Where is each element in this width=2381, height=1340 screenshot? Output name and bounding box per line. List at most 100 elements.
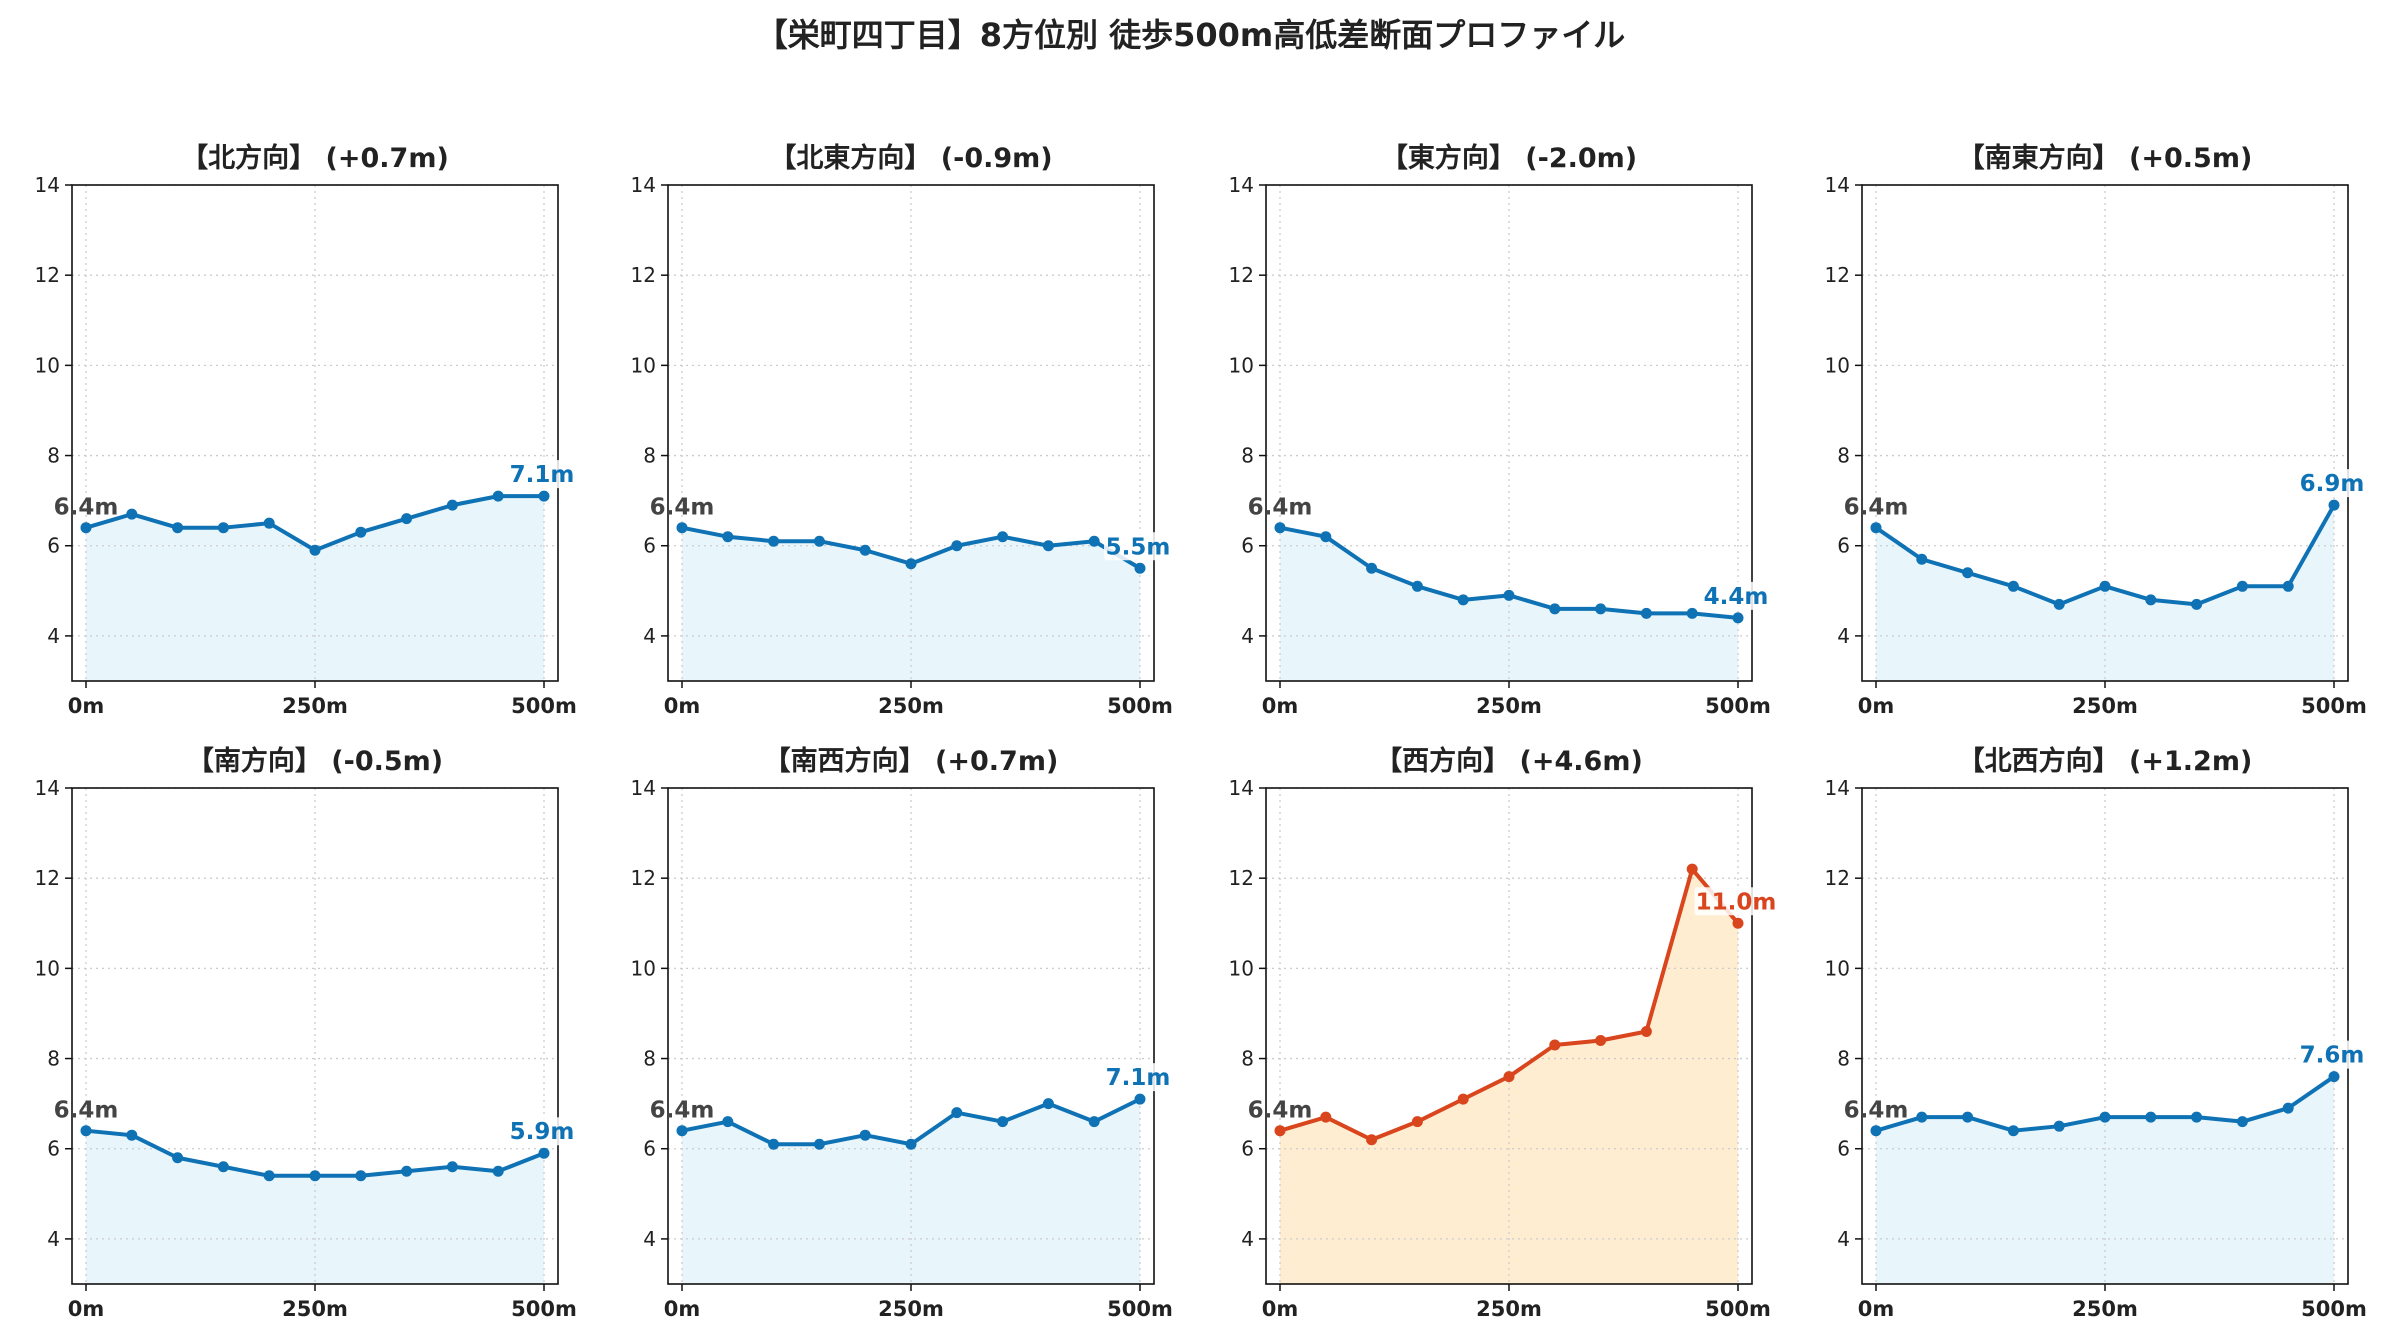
- end-label-background: [1702, 581, 1770, 610]
- y-tick-label: 10: [631, 956, 656, 980]
- y-tick-label: 12: [1229, 866, 1254, 890]
- data-point: [951, 1107, 963, 1119]
- x-tick-label: 250m: [1476, 1297, 1542, 1321]
- data-point: [401, 1165, 413, 1177]
- data-point: [538, 1147, 550, 1159]
- end-label-background: [2298, 469, 2366, 498]
- y-tick-label: 8: [1241, 444, 1254, 468]
- y-tick-label: 6: [1837, 1137, 1850, 1161]
- y-tick-label: 6: [1837, 534, 1850, 558]
- data-point: [1732, 917, 1744, 929]
- x-tick-label: 250m: [2072, 694, 2138, 718]
- data-point: [1088, 535, 1100, 547]
- data-point: [2145, 594, 2157, 606]
- data-point: [1411, 580, 1423, 592]
- y-tick-label: 14: [35, 776, 60, 800]
- y-tick-label: 12: [631, 263, 656, 287]
- data-point: [1870, 522, 1882, 534]
- data-point: [1274, 1125, 1286, 1137]
- y-tick-label: 6: [1241, 1137, 1254, 1161]
- chart-panel-6: 【南西方向】 (+0.7m) 4 6 8 10 12 14 0m 250m 500m 6.4m 7.1…: [631, 745, 1173, 1321]
- data-point: [1686, 863, 1698, 875]
- start-elevation-label: 6.4m: [54, 1098, 119, 1124]
- y-tick-label: 8: [1837, 1047, 1850, 1071]
- x-tick-label: 500m: [1705, 694, 1771, 718]
- y-tick-label: 6: [643, 534, 656, 558]
- data-point: [1503, 589, 1515, 601]
- y-tick-label: 8: [47, 444, 60, 468]
- data-point: [1916, 553, 1928, 565]
- data-point: [263, 517, 275, 529]
- end-elevation-label: 6.9m: [2300, 471, 2365, 497]
- end-label-background: [508, 1117, 576, 1146]
- data-point: [492, 490, 504, 502]
- data-point: [1042, 540, 1054, 552]
- y-tick-label: 12: [1825, 866, 1850, 890]
- elevation-area: [86, 1130, 544, 1284]
- x-tick-label: 500m: [511, 694, 577, 718]
- data-point: [355, 526, 367, 538]
- data-point: [2328, 1071, 2340, 1083]
- data-point: [1640, 607, 1652, 619]
- data-point: [722, 1116, 734, 1128]
- y-tick-label: 4: [643, 1227, 656, 1251]
- y-tick-label: 6: [643, 1137, 656, 1161]
- end-label-background: [1104, 532, 1172, 561]
- y-tick-label: 14: [1825, 173, 1850, 197]
- y-tick-label: 10: [35, 353, 60, 377]
- panel-title: 【北西方向】 (+1.2m): [1958, 745, 2253, 777]
- data-point: [355, 1170, 367, 1182]
- data-point: [1134, 562, 1146, 574]
- end-elevation-label: 5.9m: [510, 1119, 575, 1145]
- end-elevation-label: 7.1m: [510, 462, 575, 488]
- chart-panel-4: 【南東方向】 (+0.5m) 4 6 8 10 12 14 0m 250m 500m 6.4m 6.9…: [1825, 142, 2367, 718]
- end-label-background: [508, 460, 576, 489]
- y-tick-label: 6: [47, 534, 60, 558]
- x-tick-label: 500m: [1107, 694, 1173, 718]
- data-point: [126, 508, 138, 520]
- end-label-background: [2298, 1040, 2366, 1069]
- data-point: [1962, 567, 1974, 579]
- data-point: [2099, 1111, 2111, 1123]
- data-point: [1686, 607, 1698, 619]
- data-point: [2053, 598, 2065, 610]
- x-tick-label: 250m: [282, 1297, 348, 1321]
- elevation-area: [682, 527, 1140, 681]
- x-tick-label: 0m: [1858, 1297, 1895, 1321]
- data-point: [859, 1129, 871, 1141]
- chart-panel-1: 【北方向】 (+0.7m) 4 6 8 10 12 14 0m 250m 500m 6.4m 7.1m: [35, 142, 577, 718]
- data-point: [2099, 580, 2111, 592]
- data-point: [1595, 603, 1607, 615]
- data-point: [2007, 1125, 2019, 1137]
- y-tick-label: 14: [631, 776, 656, 800]
- end-elevation-label: 7.1m: [1106, 1065, 1171, 1091]
- data-point: [1088, 1116, 1100, 1128]
- start-elevation-label: 6.4m: [1844, 495, 1909, 521]
- y-tick-label: 14: [35, 173, 60, 197]
- y-tick-label: 4: [47, 1227, 60, 1251]
- y-tick-label: 10: [35, 956, 60, 980]
- y-tick-label: 10: [1825, 956, 1850, 980]
- data-point: [172, 522, 184, 534]
- data-point: [1870, 1125, 1882, 1137]
- data-point: [1503, 1071, 1515, 1083]
- data-point: [1274, 522, 1286, 534]
- panel-title: 【西方向】 (+4.6m): [1375, 745, 1643, 777]
- panel-title: 【北方向】 (+0.7m): [181, 142, 449, 174]
- data-point: [1457, 594, 1469, 606]
- data-point: [1457, 1093, 1469, 1105]
- panel-title: 【南方向】 (-0.5m): [187, 745, 443, 777]
- data-point: [80, 522, 92, 534]
- x-tick-label: 0m: [1858, 694, 1895, 718]
- panel-title: 【北東方向】 (-0.9m): [769, 142, 1052, 174]
- y-tick-label: 12: [1825, 263, 1850, 287]
- x-tick-label: 0m: [1262, 1297, 1299, 1321]
- data-point: [768, 1138, 780, 1150]
- x-tick-label: 0m: [1262, 694, 1299, 718]
- data-point: [1366, 562, 1378, 574]
- data-point: [492, 1165, 504, 1177]
- data-point: [1732, 612, 1744, 624]
- y-tick-label: 8: [47, 1047, 60, 1071]
- y-tick-label: 12: [1229, 263, 1254, 287]
